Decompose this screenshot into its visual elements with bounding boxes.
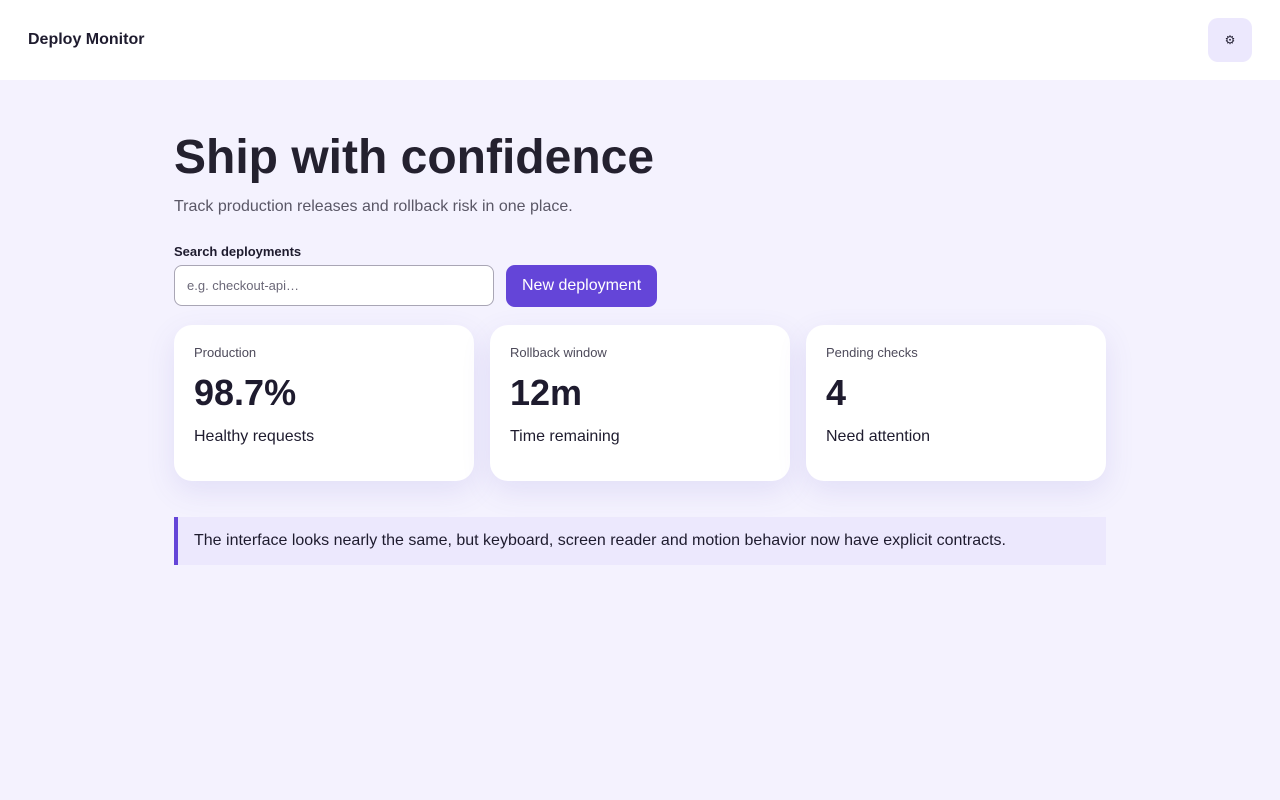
card-caption: Time remaining (510, 428, 620, 445)
note: The interface looks nearly the same, but… (174, 517, 1106, 565)
top-bar: Deploy Monitor ⚙ (0, 0, 1280, 80)
card-caption: Need attention (826, 428, 931, 445)
main: Ship with confidence Track production re… (174, 80, 1106, 565)
card-label: Production (194, 345, 257, 360)
cards: Production 98.7% Healthy requests Rollback … (174, 325, 1106, 481)
brand: Deploy Monitor (28, 31, 145, 48)
search-input[interactable] (174, 265, 494, 306)
card-label: Pending checks (826, 345, 918, 360)
hero-title: Ship with confidence (174, 131, 655, 184)
search-row: New deployment (174, 265, 1106, 307)
card-value: 98.7% (194, 372, 297, 413)
stat-card: Rollback window 12m Time remaining (490, 325, 790, 481)
card-value: 4 (826, 372, 847, 413)
card-value: 12m (510, 372, 583, 413)
card-caption: Healthy requests (194, 428, 315, 445)
settings-button[interactable]: ⚙ (1208, 18, 1252, 62)
stat-card: Pending checks 4 Need attention (806, 325, 1106, 481)
search-label: Search deployments (174, 244, 302, 259)
stat-card: Production 98.7% Healthy requests (174, 325, 474, 481)
card-label: Rollback window (510, 345, 607, 360)
new-deployment-button[interactable]: New deployment (506, 265, 658, 307)
hero-subtitle: Track production releases and rollback r… (174, 198, 573, 215)
